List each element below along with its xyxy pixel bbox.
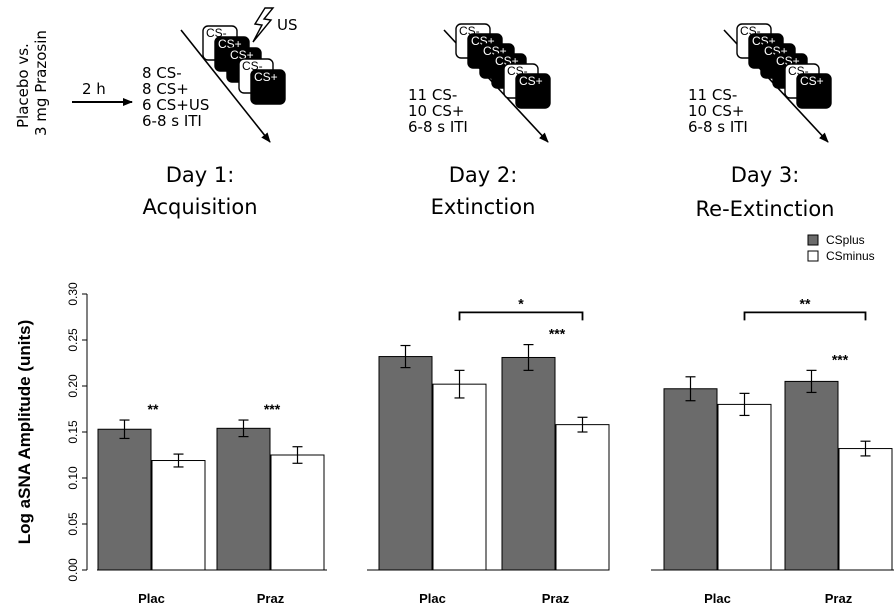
us-label: US [277, 16, 298, 34]
significance-stars: ** [148, 401, 159, 417]
legend-label: CSplus [826, 233, 865, 247]
bar-csplus [216, 427, 271, 571]
bracket-stars: * [518, 295, 524, 311]
day-title: Day 1: [166, 163, 235, 187]
delay-label: 2 h [82, 80, 106, 98]
category-label: Praz [257, 591, 285, 606]
day-title: Day 2: [449, 163, 518, 187]
trial-count: 11 CS- [688, 86, 737, 104]
protocol-day-3: CS-CS+CS+CS+CS-CS+11 CS-10 CS+6-8 s ITID… [688, 23, 835, 221]
trial-count: 10 CS+ [408, 102, 464, 120]
bracket-stars: ** [800, 295, 811, 311]
y-tick-label: 0.15 [66, 420, 80, 444]
day-subtitle: Re-Extinction [696, 197, 835, 221]
cs-plus-card [796, 73, 832, 109]
bar-csplus [663, 388, 718, 571]
y-axis-label: Log aSNA Amplitude (units) [15, 320, 34, 544]
bar-csplus [501, 356, 556, 571]
drug-label-line1: Placebo vs. [14, 43, 32, 128]
legend: CSplus CSminus [807, 233, 875, 263]
comparison-bracket [743, 311, 867, 321]
chart: 0.00 0.05 0.10 0.15 0.20 0.25 0.30 Log aSNA Amp… [15, 233, 894, 606]
stimulus-card: CS+ [796, 73, 832, 109]
protocol-day-2: CS-CS+CS+CS+CS-CS+11 CS-10 CS+6-8 s ITID… [408, 23, 551, 219]
day-subtitle: Acquisition [142, 195, 257, 219]
bar-csminus [838, 448, 893, 571]
y-tick-label: 0.30 [66, 282, 80, 306]
bar-csminus [432, 383, 487, 571]
significance-stars: *** [549, 326, 566, 342]
y-tick-label: 0.25 [66, 328, 80, 352]
y-tick-label: 0.05 [66, 512, 80, 536]
bar-csminus [270, 454, 325, 571]
time-arrow [180, 29, 271, 143]
legend-swatch [807, 234, 819, 246]
card-label: CS+ [800, 74, 824, 88]
category-label: Plac [704, 591, 731, 606]
stimulus-card: CS+ [250, 69, 286, 105]
comparison-bracket [458, 311, 584, 321]
cs-plus-card [250, 69, 286, 105]
protocol-day-1: CS-CS+CS+CS-CS+US8 CS-8 CS+6 CS+US6-8 s … [142, 7, 298, 219]
category-label: Plac [419, 591, 446, 606]
card-label: CS+ [254, 70, 278, 84]
day-title: Day 3: [731, 163, 800, 187]
chart-panel: Plac Praz**** [367, 295, 610, 606]
trial-count: 6-8 s ITI [408, 118, 468, 136]
trial-count: 6-8 s ITI [688, 118, 748, 136]
y-tick-label: 0.10 [66, 466, 80, 490]
bar-csminus [151, 460, 206, 571]
category-label: Praz [825, 591, 853, 606]
trial-count: 8 CS- [142, 64, 182, 82]
y-tick-label: 0.00 [66, 558, 80, 582]
legend-swatch [807, 250, 819, 262]
bar-csplus [97, 428, 152, 571]
bar-csminus [717, 403, 772, 571]
category-label: Praz [542, 591, 570, 606]
trial-count: 6 CS+US [142, 96, 209, 114]
legend-label: CSminus [826, 249, 875, 263]
bar-csplus [378, 356, 433, 571]
significance-stars: *** [264, 401, 281, 417]
trial-count: 10 CS+ [688, 102, 744, 120]
lightning-icon [252, 7, 275, 43]
trial-count: 8 CS+ [142, 80, 189, 98]
stimulus-card: CS+ [515, 73, 551, 109]
trial-count: 6-8 s ITI [142, 112, 202, 130]
drug-label-line2: 3 mg Prazosin [32, 30, 50, 136]
day-subtitle: Extinction [431, 195, 536, 219]
bar-csminus [555, 424, 610, 571]
y-tick-label: 0.20 [66, 374, 80, 398]
card-label: CS+ [519, 74, 543, 88]
trial-count: 11 CS- [408, 86, 457, 104]
significance-stars: *** [832, 351, 849, 367]
category-label: Plac [138, 591, 165, 606]
cs-plus-card [515, 73, 551, 109]
bar-csplus [784, 380, 839, 571]
